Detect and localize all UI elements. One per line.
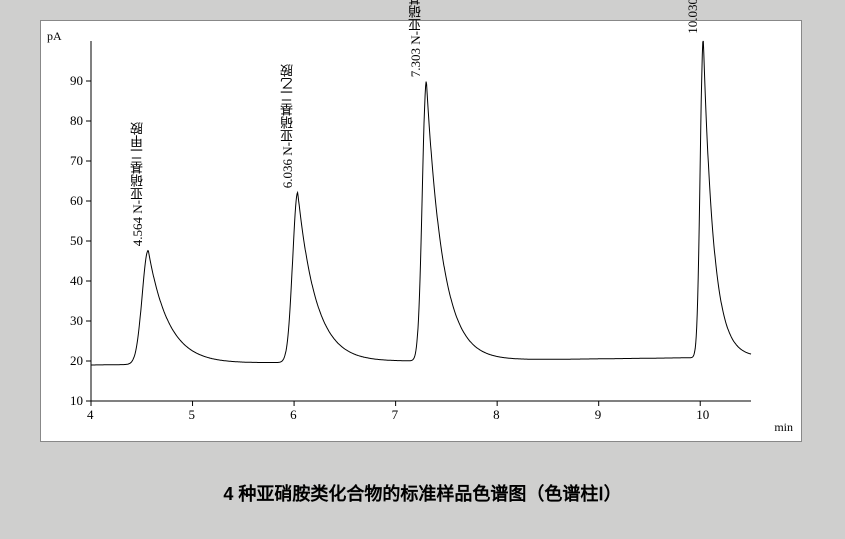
x-tick-label: 7: [392, 407, 399, 423]
y-tick-label: 40: [70, 273, 83, 289]
y-tick-label: 70: [70, 153, 83, 169]
peak-label: 10.030 N-亚硝基二苯胺: [683, 0, 702, 34]
peak-label: 7.303 N-亚硝基二正丙胺: [406, 0, 425, 77]
peak-rt: 4.564: [130, 214, 145, 247]
x-tick-label: 6: [290, 407, 297, 423]
y-tick-label: 30: [70, 313, 83, 329]
x-tick-label: 5: [189, 407, 196, 423]
y-tick-label: 20: [70, 353, 83, 369]
x-axis-unit: min: [774, 420, 793, 435]
plot-area: 4.564 N-亚硝基二甲胺 6.036 N-亚硝基二乙胺 7.303 N-亚硝基二…: [91, 31, 781, 421]
peak-name: N-亚硝基二乙胺: [280, 64, 295, 156]
page-frame: pA min 4.564 N-亚硝基二甲胺 6.036 N-亚硝基二乙胺 7.303…: [0, 0, 845, 539]
y-tick-label: 80: [70, 113, 83, 129]
peak-rt: 6.036: [280, 156, 295, 189]
x-tick-label: 8: [493, 407, 500, 423]
peak-rt: 7.303: [408, 44, 423, 77]
peak-name: N-亚硝基二甲胺: [130, 122, 145, 214]
y-tick-label: 50: [70, 233, 83, 249]
peak-rt: 10.030: [685, 0, 700, 34]
y-tick-label: 60: [70, 193, 83, 209]
peak-label: 4.564 N-亚硝基二甲胺: [128, 122, 147, 246]
x-tick-label: 10: [696, 407, 709, 423]
x-tick-label: 4: [87, 407, 94, 423]
chromatogram-svg: [91, 31, 781, 421]
chart-card: pA min 4.564 N-亚硝基二甲胺 6.036 N-亚硝基二乙胺 7.303…: [40, 20, 802, 442]
peak-label: 6.036 N-亚硝基二乙胺: [278, 64, 297, 188]
y-tick-label: 10: [70, 393, 83, 409]
y-axis-unit: pA: [47, 29, 62, 44]
figure-caption: 4 种亚硝胺类化合物的标准样品色谱图（色谱柱Ⅰ）: [0, 480, 845, 506]
x-tick-label: 9: [595, 407, 602, 423]
y-tick-label: 90: [70, 73, 83, 89]
peak-name: N-亚硝基二正丙胺: [408, 0, 423, 44]
